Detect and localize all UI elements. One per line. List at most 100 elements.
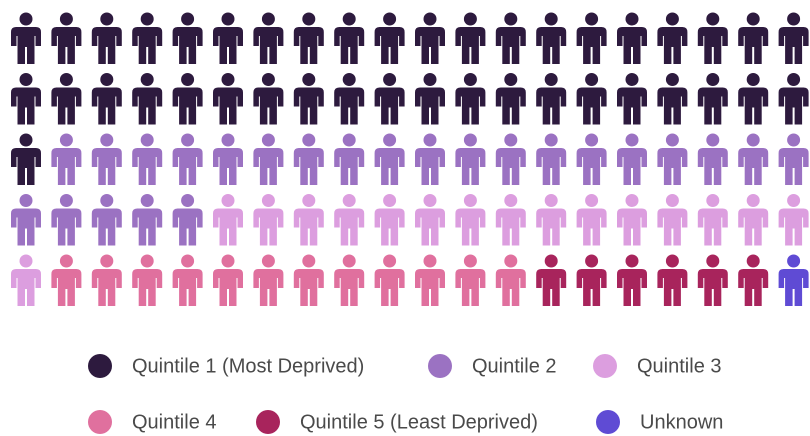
icon-head (746, 194, 760, 207)
icon-head (342, 12, 356, 26)
icon-head (59, 12, 73, 26)
icon-body (495, 269, 526, 306)
icon-head (19, 73, 33, 86)
icon-head (463, 133, 477, 147)
icon-head (746, 133, 760, 147)
icon-body (172, 148, 203, 185)
icon-body (617, 208, 647, 246)
icon-head (383, 73, 397, 86)
person-icon (455, 133, 486, 185)
icon-head (100, 194, 114, 207)
person-icon (617, 194, 647, 246)
icon-body (536, 208, 567, 246)
person-icon (374, 73, 405, 125)
icon-head (504, 73, 518, 86)
icon-body (455, 269, 486, 306)
icon-body (576, 27, 607, 64)
icon-head (59, 73, 73, 86)
icon-head (140, 133, 154, 147)
icon-head (625, 12, 639, 26)
person-icon (778, 254, 809, 306)
icon-body (617, 148, 647, 185)
icon-body (132, 208, 163, 246)
icon-body (738, 208, 769, 246)
icon-body (697, 87, 728, 125)
icon-head (221, 73, 235, 86)
person-icon (617, 254, 647, 306)
icon-body (778, 269, 809, 306)
person-icon (51, 194, 82, 246)
person-icon (415, 73, 445, 125)
person-icon (51, 133, 82, 185)
person-icon (213, 73, 243, 125)
icon-head (423, 73, 437, 86)
person-icon (576, 73, 607, 125)
icon-head (342, 254, 356, 268)
person-icon (374, 133, 405, 185)
icon-body (455, 208, 486, 246)
icon-body (778, 208, 809, 246)
icon-head (181, 73, 195, 86)
icon-body (51, 27, 82, 64)
person-icon (334, 73, 365, 125)
icon-body (697, 269, 728, 306)
legend-label: Quintile 2 (472, 355, 557, 377)
icon-head (706, 73, 720, 86)
person-icon (697, 254, 728, 306)
icon-head (504, 254, 518, 268)
icon-body (536, 269, 567, 306)
legend-swatch (596, 410, 620, 434)
legend-label: Unknown (640, 411, 723, 433)
icon-body (132, 148, 163, 185)
icon-body (576, 269, 607, 306)
person-icon (697, 194, 728, 246)
icon-body (738, 269, 769, 306)
person-icon (91, 194, 122, 246)
icon-head (706, 194, 720, 207)
icon-head (706, 12, 720, 26)
person-icon (415, 133, 445, 185)
person-icon (213, 194, 243, 246)
icon-body (293, 208, 324, 246)
person-icon (738, 12, 769, 64)
icon-head (383, 12, 397, 26)
legend-swatch (256, 410, 280, 434)
person-icon (11, 12, 41, 64)
icon-head (665, 194, 679, 207)
person-icon (617, 73, 647, 125)
icon-body (374, 148, 405, 185)
icon-body (51, 148, 82, 185)
person-icon (495, 12, 526, 64)
icon-head (544, 194, 558, 207)
icon-head (463, 254, 477, 268)
icon-body (213, 208, 243, 246)
icon-body (455, 87, 486, 125)
icon-body (536, 148, 567, 185)
icon-head (140, 12, 154, 26)
person-icon (11, 194, 41, 246)
person-icon (576, 254, 607, 306)
person-icon (91, 254, 122, 306)
icon-head (665, 254, 679, 268)
person-icon (51, 12, 82, 64)
icon-body (738, 27, 769, 64)
icon-head (221, 133, 235, 147)
icon-head (181, 133, 195, 147)
icon-body (657, 27, 688, 64)
icon-head (585, 254, 599, 268)
person-icon (738, 133, 769, 185)
person-icon (536, 133, 567, 185)
icon-body (213, 27, 243, 64)
person-icon (132, 254, 163, 306)
legend-label: Quintile 3 (637, 355, 722, 377)
icon-body (455, 27, 486, 64)
icon-head (140, 254, 154, 268)
icon-body (293, 87, 324, 125)
person-icon (293, 12, 324, 64)
icon-body (617, 87, 647, 125)
icon-head (787, 133, 801, 147)
icon-body (334, 27, 365, 64)
icon-body (657, 269, 688, 306)
person-icon (91, 73, 122, 125)
icon-head (383, 254, 397, 268)
